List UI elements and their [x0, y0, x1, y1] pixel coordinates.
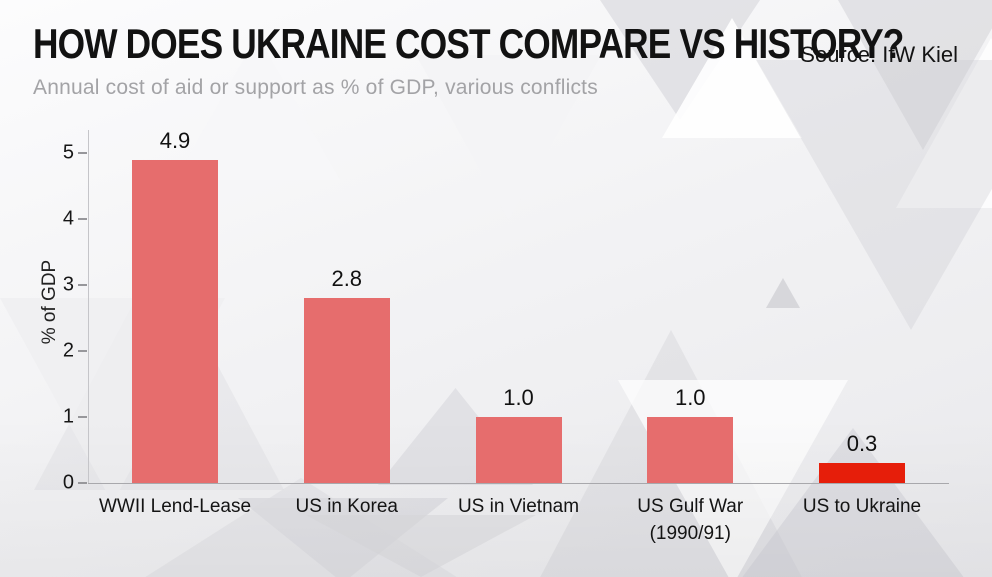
y-tick-mark — [78, 284, 87, 286]
bar-value-label: 0.3 — [846, 431, 878, 457]
chart-subtitle: Annual cost of aid or support as % of GD… — [33, 76, 598, 99]
bar-value-label: 4.9 — [159, 127, 191, 153]
y-tick-label: 3 — [62, 273, 74, 296]
chart-title: HOW DOES UKRAINE COST COMPARE VS HISTORY… — [33, 20, 904, 67]
x-axis-line — [88, 483, 949, 484]
y-tick-mark — [78, 416, 87, 418]
category-label: WWII Lend-Lease — [98, 496, 252, 517]
y-tick-mark — [78, 350, 87, 352]
y-tick-mark — [78, 152, 87, 154]
source-label: Source: IfW Kiel — [800, 42, 958, 67]
category-label: US in Vietnam — [457, 496, 580, 517]
y-tick-label: 5 — [62, 141, 74, 164]
bar-wwii-lend-lease — [132, 159, 218, 483]
y-axis-label: % of GDP — [39, 259, 60, 345]
y-tick-label: 4 — [62, 207, 74, 230]
bar-us-in-vietnam — [475, 417, 562, 483]
bar-us-in-korea — [303, 298, 390, 483]
bar-value-label: 1.0 — [674, 385, 706, 410]
y-tick-mark — [78, 218, 87, 220]
y-tick-label: 1 — [62, 405, 74, 428]
bar-value-label: 1.0 — [503, 385, 534, 410]
y-axis-line — [88, 130, 89, 483]
category-label: US to Ukraine — [802, 496, 922, 517]
y-tick-label: 2 — [62, 339, 74, 362]
y-tick-label: 0 — [62, 471, 74, 494]
category-label: US Gulf War (1990/91) — [637, 496, 744, 544]
bar-us-to-ukraine — [819, 463, 905, 483]
bar-value-label: 2.8 — [331, 266, 363, 292]
y-tick-mark — [78, 482, 87, 484]
category-label: US in Korea — [295, 496, 398, 517]
bar-us-gulf-war-1990-91- — [647, 417, 734, 483]
